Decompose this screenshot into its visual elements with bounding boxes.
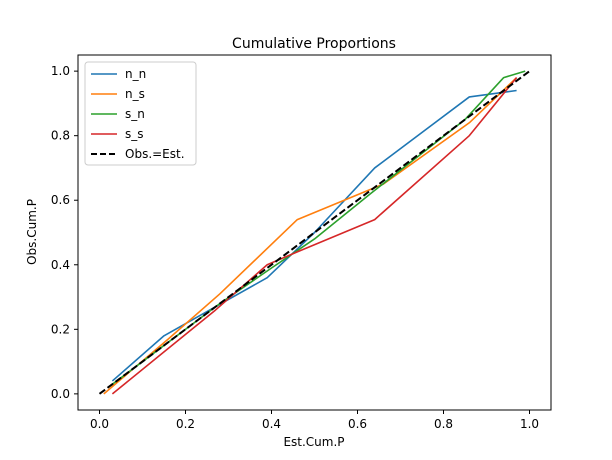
y-tick-label: 1.0: [51, 64, 70, 78]
series-line-s-s: [111, 77, 518, 395]
y-tick-label: 0.0: [51, 387, 70, 401]
y-tick-label: 0.6: [51, 193, 70, 207]
y-tick-label: 0.2: [51, 322, 70, 336]
x-axis-label: Est.Cum.P: [283, 435, 344, 449]
x-tick-label: 0.2: [176, 417, 195, 431]
legend-label-n-n: n_n: [125, 67, 146, 81]
x-tick-label: 0.8: [434, 417, 453, 431]
x-axis-ticks: 0.0 0.2 0.4 0.6 0.8 1.0: [90, 410, 539, 431]
legend-box: [84, 61, 197, 166]
y-tick-label: 0.8: [51, 129, 70, 143]
series-line-n-s: [103, 77, 518, 395]
y-tick-label: 0.4: [51, 258, 70, 272]
x-tick-label: 0.4: [262, 417, 281, 431]
x-tick-label: 0.0: [90, 417, 109, 431]
plot-frame: [77, 54, 552, 411]
legend: n_n n_s s_n s_s Obs.=Est.: [84, 61, 197, 166]
y-axis-label: Obs.Cum.P: [25, 199, 39, 265]
x-tick-label: 1.0: [520, 417, 539, 431]
y-axis-ticks: 0.0 0.2 0.4 0.6 0.8 1.0: [51, 64, 78, 401]
legend-label-obs-est: Obs.=Est.: [125, 147, 185, 161]
legend-label-n-s: n_s: [125, 87, 145, 101]
chart-title: Cumulative Proportions: [232, 36, 396, 52]
x-tick-label: 0.6: [348, 417, 367, 431]
legend-label-s-s: s_s: [125, 127, 144, 141]
series-layer: [98, 70, 531, 395]
legend-label-s-n: s_n: [125, 107, 145, 121]
